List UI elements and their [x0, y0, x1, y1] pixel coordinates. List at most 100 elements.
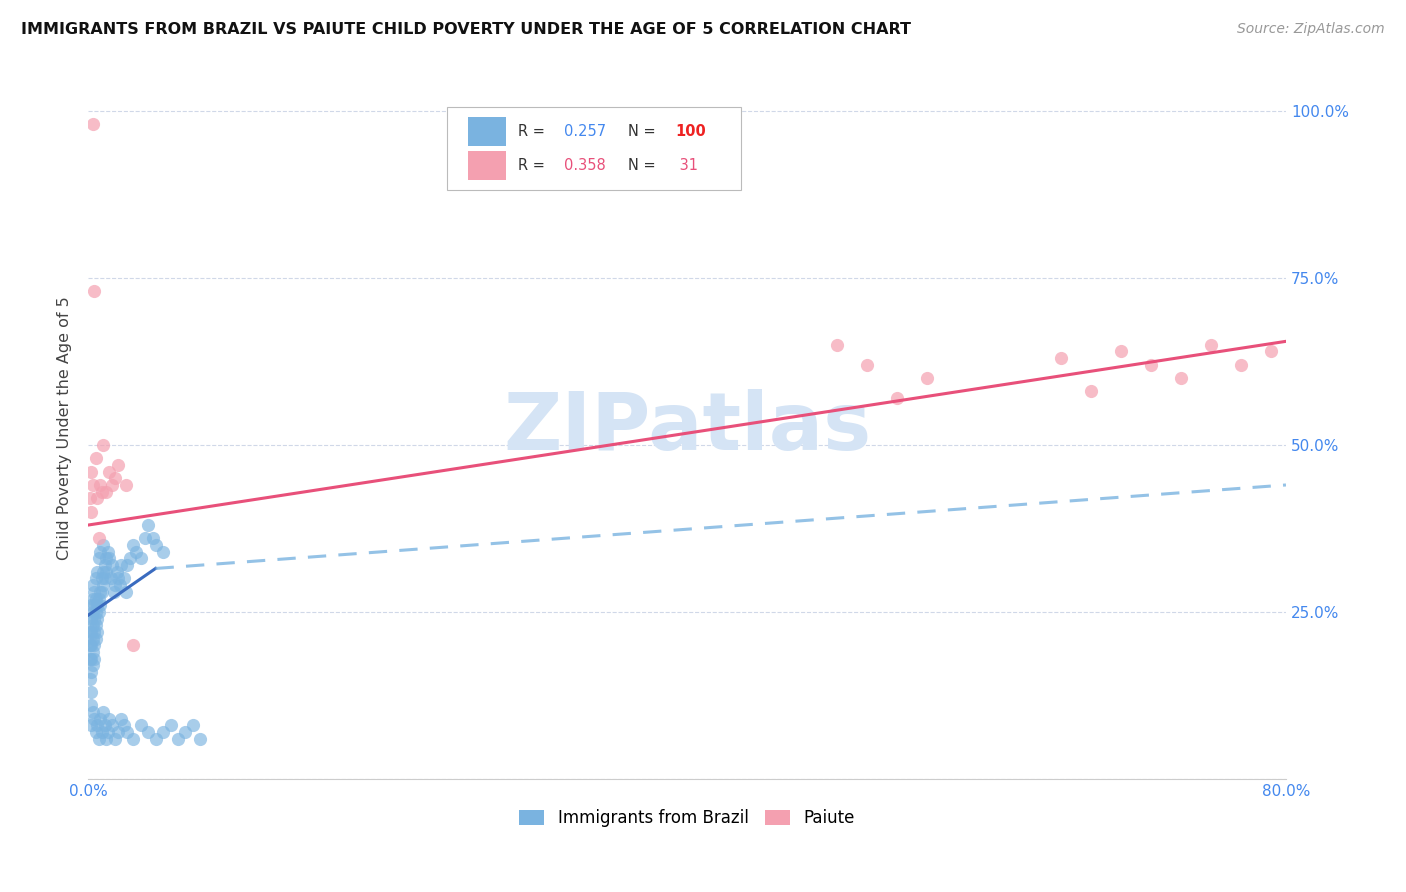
Y-axis label: Child Poverty Under the Age of 5: Child Poverty Under the Age of 5 — [58, 296, 72, 560]
Point — [101, 478, 124, 492]
Point — [101, 718, 124, 732]
Point — [145, 731, 167, 746]
Point — [104, 471, 127, 485]
Point — [104, 731, 127, 746]
Point — [84, 618, 107, 632]
Point — [97, 545, 120, 559]
Text: R =: R = — [519, 124, 550, 139]
Point — [91, 705, 114, 719]
Point — [80, 665, 103, 679]
Point — [82, 632, 104, 646]
Point — [125, 545, 148, 559]
Point — [174, 725, 197, 739]
Point — [80, 611, 103, 625]
Point — [90, 484, 112, 499]
Point — [152, 725, 174, 739]
Point — [94, 731, 117, 746]
Point — [84, 605, 107, 619]
Point — [129, 718, 152, 732]
Point — [89, 598, 111, 612]
Point — [1050, 351, 1073, 365]
Point — [915, 371, 938, 385]
Point — [114, 585, 136, 599]
Point — [855, 358, 877, 372]
Point — [1199, 337, 1222, 351]
Point — [80, 651, 103, 665]
Point — [115, 558, 138, 573]
Point — [87, 532, 110, 546]
Point — [84, 632, 107, 646]
Point — [98, 551, 121, 566]
Point — [89, 545, 111, 559]
Point — [83, 624, 105, 639]
Point — [122, 731, 145, 746]
Point — [101, 558, 124, 573]
Point — [105, 565, 128, 579]
Point — [91, 578, 114, 592]
Point — [91, 538, 114, 552]
Point — [91, 565, 114, 579]
Text: 0.257: 0.257 — [564, 124, 606, 139]
Point — [167, 731, 190, 746]
Point — [1170, 371, 1192, 385]
Point — [141, 532, 163, 546]
Text: N =: N = — [628, 158, 657, 173]
Text: 100: 100 — [675, 124, 706, 139]
Point — [87, 551, 110, 566]
Point — [80, 685, 103, 699]
Point — [80, 598, 103, 612]
Point — [152, 545, 174, 559]
Point — [93, 572, 115, 586]
Point — [79, 638, 101, 652]
Point — [82, 478, 104, 492]
Point — [190, 731, 212, 746]
Point — [110, 712, 132, 726]
Point — [90, 725, 112, 739]
Point — [181, 718, 204, 732]
Point — [91, 438, 114, 452]
Point — [87, 605, 110, 619]
Text: Source: ZipAtlas.com: Source: ZipAtlas.com — [1237, 22, 1385, 37]
Point — [79, 624, 101, 639]
Point — [82, 605, 104, 619]
Point — [98, 465, 121, 479]
Point — [79, 672, 101, 686]
Point — [82, 705, 104, 719]
Point — [83, 712, 105, 726]
Point — [89, 585, 111, 599]
Point — [159, 718, 181, 732]
Point — [1080, 384, 1102, 399]
Point — [1140, 358, 1163, 372]
Point — [79, 651, 101, 665]
Point — [104, 578, 127, 592]
Point — [89, 478, 111, 492]
Point — [79, 491, 101, 506]
Text: IMMIGRANTS FROM BRAZIL VS PAIUTE CHILD POVERTY UNDER THE AGE OF 5 CORRELATION CH: IMMIGRANTS FROM BRAZIL VS PAIUTE CHILD P… — [21, 22, 911, 37]
Point — [82, 618, 104, 632]
Point — [80, 465, 103, 479]
Point — [1230, 358, 1253, 372]
Point — [108, 578, 131, 592]
Point — [84, 572, 107, 586]
Point — [825, 337, 848, 351]
Point — [98, 712, 121, 726]
Point — [110, 558, 132, 573]
Point — [82, 658, 104, 673]
Text: R =: R = — [519, 158, 550, 173]
Point — [136, 725, 159, 739]
Point — [112, 572, 135, 586]
Point — [122, 638, 145, 652]
Point — [94, 551, 117, 566]
Point — [94, 484, 117, 499]
Point — [80, 505, 103, 519]
Point — [86, 491, 108, 506]
Point — [82, 591, 104, 606]
Point — [120, 551, 142, 566]
Point — [145, 538, 167, 552]
Point — [103, 585, 125, 599]
Point — [82, 645, 104, 659]
Point — [80, 638, 103, 652]
Point — [83, 651, 105, 665]
Bar — [468, 152, 506, 180]
Point — [84, 451, 107, 466]
